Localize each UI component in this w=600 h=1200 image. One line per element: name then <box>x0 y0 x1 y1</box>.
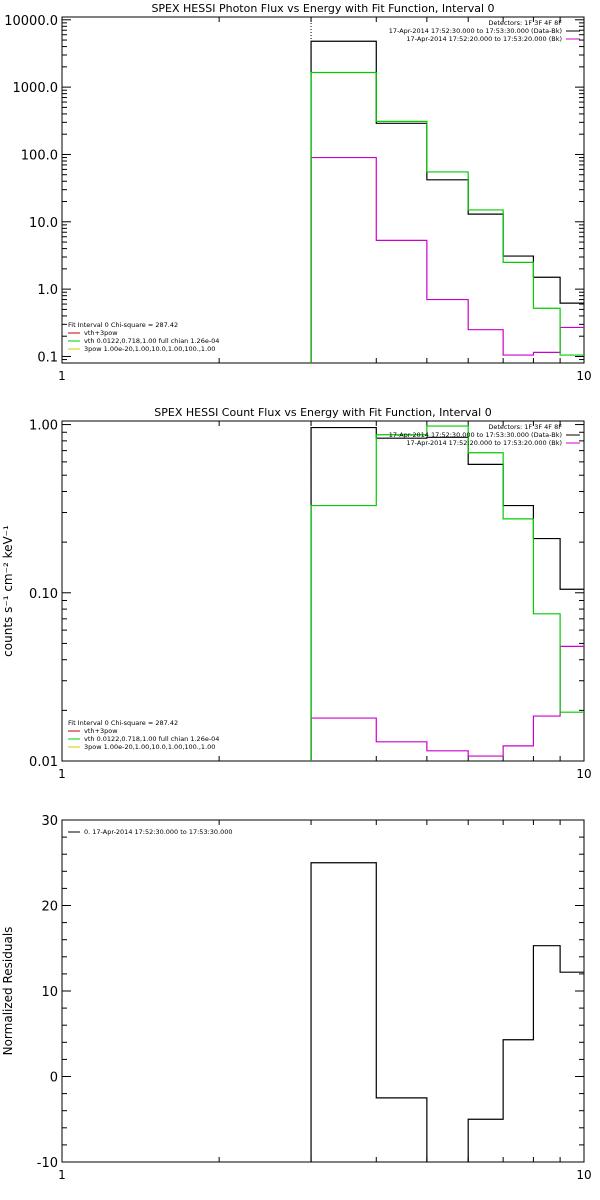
y-tick-label: 1.00 <box>29 419 58 434</box>
series-line-3 <box>310 425 584 761</box>
legend-heading: Detectors: 1F 3F 4F 8F <box>488 423 562 431</box>
chart-title: SPEX HESSI Count Flux vs Energy with Fit… <box>154 406 491 419</box>
legend-label: 17-Apr-2014 17:52:20.000 to 17:53:20.000… <box>406 439 562 447</box>
y-axis-label: Normalized Residuals <box>1 927 15 1056</box>
series-line-1 <box>310 426 584 761</box>
x-tick-label: 1 <box>58 767 66 781</box>
plot-frame <box>61 16 585 364</box>
series-line-1 <box>310 862 584 1162</box>
series-group <box>310 862 584 1162</box>
series-line-3 <box>310 71 584 363</box>
series-line-2 <box>310 156 584 363</box>
chart-panel-2: SPEX HESSI Count Flux vs Energy with Fit… <box>1 406 592 781</box>
y-tick-label: 0.01 <box>29 755 58 770</box>
y-axis-label: counts s⁻¹ cm⁻² keV⁻¹ <box>1 525 15 657</box>
legend-label: 17-Apr-2014 17:52:30.000 to 17:53:30.000… <box>389 431 562 439</box>
legend-label: 3pow 1.00e-20,1.00,10.0,1.00,100.,1.00 <box>84 743 215 751</box>
x-tick-label: 10 <box>576 767 591 781</box>
y-tick-label: 0.1 <box>37 350 58 365</box>
y-tick-label: 0 <box>50 1071 58 1086</box>
legend-top: 0. 17-Apr-2014 17:52:30.000 to 17:53:30.… <box>68 828 233 836</box>
legend-fit: Fit Interval 0 Chi-square = 287.42vth+3p… <box>68 321 219 353</box>
x-tick-label: 1 <box>58 1168 66 1182</box>
series-group <box>310 421 584 761</box>
legend-fit-heading: Fit Interval 0 Chi-square = 287.42 <box>68 321 178 329</box>
y-tick-label: 30 <box>41 814 58 829</box>
legend-fit: Fit Interval 0 Chi-square = 287.42vth+3p… <box>68 719 219 751</box>
legend-heading: Detectors: 1F 3F 4F 8F <box>488 19 562 27</box>
legend-label: vth+3pow <box>84 329 118 337</box>
y-tick-label: 0.10 <box>29 587 58 602</box>
x-tick-label: 1 <box>58 369 66 383</box>
y-tick-label: 100.0 <box>21 148 58 163</box>
legend-label: 17-Apr-2014 17:52:30.000 to 17:53:30.000… <box>389 27 562 35</box>
chart-panel-3: Normalized Residuals 1 10 -10 0 10 20 30 0. 17-A… <box>1 814 592 1182</box>
y-tick-label: 10 <box>41 985 58 1000</box>
y-tick-label: 20 <box>41 900 58 915</box>
legend-label: 3pow 1.00e-20,1.00,10.0,1.00,100.,1.00 <box>84 345 215 353</box>
y-tick-label: 10000.0 <box>4 14 58 29</box>
y-tick-label: 1.0 <box>37 283 58 298</box>
plot-frame <box>61 420 585 762</box>
legend-label: 17-Apr-2014 17:52:20.000 to 17:53:20.000… <box>406 35 562 43</box>
series-group <box>310 17 584 363</box>
legend-label: vth+3pow <box>84 727 118 735</box>
legend-label: 0. 17-Apr-2014 17:52:30.000 to 17:53:30.… <box>84 828 233 836</box>
x-tick-label: 10 <box>576 1168 591 1182</box>
series-line-2 <box>310 645 584 761</box>
y-tick-label: -10 <box>37 1156 58 1171</box>
x-tick-label: 10 <box>576 369 591 383</box>
plot-frame <box>61 819 585 1163</box>
legend-fit-heading: Fit Interval 0 Chi-square = 287.42 <box>68 719 178 727</box>
series-line-1 <box>310 40 584 363</box>
legend-label: vth 0.0122,0.718,1.00 full chian 1.26e-0… <box>84 337 219 345</box>
chart-panel-1: SPEX HESSI Photon Flux vs Energy with Fi… <box>4 2 591 383</box>
y-tick-label: 1000.0 <box>13 81 59 96</box>
legend-label: vth 0.0122,0.718,1.00 full chian 1.26e-0… <box>84 735 219 743</box>
chart-title: SPEX HESSI Photon Flux vs Energy with Fi… <box>151 2 494 15</box>
y-tick-label: 10.0 <box>29 216 58 231</box>
